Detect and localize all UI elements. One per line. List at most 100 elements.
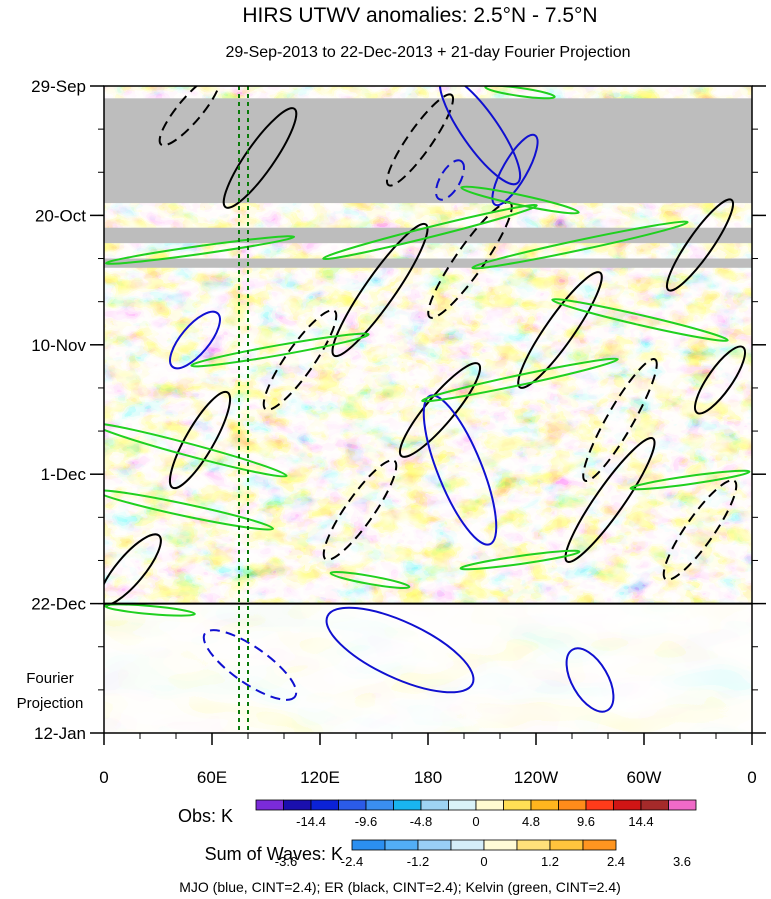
er-contours (104, 86, 746, 607)
y-tick-label: 10-Nov (31, 336, 86, 355)
y-axis: 29-Sep 20-Oct 10-Nov 1-Dec 22-Dec 12-Jan (31, 77, 766, 743)
colorbar-level-label: 4.8 (522, 814, 540, 829)
colorbar-level-label: 0 (472, 814, 479, 829)
er-contour (262, 309, 338, 411)
colorbar-swatch (365, 799, 394, 811)
er-contour (665, 198, 735, 292)
plot-area (104, 86, 752, 733)
er-contour (331, 222, 429, 358)
er-contour (564, 437, 656, 563)
colorbar-swatch (516, 839, 551, 851)
colorbar-swatch (338, 799, 367, 811)
colorbar-level-label: 14.4 (628, 814, 653, 829)
projection-label-line: Fourier (26, 670, 74, 687)
kelvin-contours (104, 86, 751, 617)
y-tick-label: 22-Dec (31, 595, 86, 614)
kelvin-contour (471, 220, 689, 270)
kelvin-contour (104, 603, 196, 617)
kelvin-contour (421, 357, 619, 403)
colorbar-swatch (417, 839, 452, 851)
y-tick-label: 1-Dec (41, 465, 87, 484)
colorbar-swatch (613, 799, 642, 811)
kelvin-contour (460, 185, 580, 215)
colorbar-swatch (384, 839, 419, 851)
missing-data-band (104, 258, 752, 268)
kelvin-contour (459, 549, 581, 571)
projection-field (104, 604, 752, 733)
missing-data-bands (104, 98, 752, 268)
marked-longitude-lines (238, 86, 249, 733)
colorbar-swatch (549, 839, 584, 851)
kelvin-contour (104, 422, 288, 478)
missing-data-band (104, 98, 752, 204)
colorbar-swatch (668, 799, 697, 811)
colorbar-title: Sum of Waves: K (205, 844, 343, 864)
colorbar-swatch (450, 839, 485, 851)
er-contour (168, 390, 232, 490)
colorbar-swatch (310, 799, 339, 811)
projection-label-line: Projection (17, 695, 84, 712)
mjo-contour (422, 394, 498, 546)
colorbar-title: Obs: K (178, 806, 233, 826)
colorbar-swatch (255, 799, 284, 811)
mjo-contour (435, 159, 465, 201)
mjo-contour (491, 133, 539, 207)
er-contour (582, 358, 658, 482)
er-contour (662, 479, 738, 581)
x-axis: 0 60E 120E 180 120W 60W 0 (99, 733, 757, 787)
y-tick-label: 29-Sep (31, 77, 86, 96)
mjo-contour (325, 606, 475, 694)
colorbar-level-label: 2.4 (607, 854, 625, 869)
projection-label: Fourier Projection (17, 670, 84, 712)
er-contour (517, 271, 603, 389)
colorbar-level-label: -3.6 (275, 854, 297, 869)
chart-title: HIRS UTWV anomalies: 2.5°N - 7.5°N (242, 4, 597, 27)
x-tick-label: 0 (99, 768, 108, 787)
colorbar-level-label: -9.6 (355, 814, 377, 829)
kelvin-contour (329, 571, 411, 589)
colorbar-swatch (640, 799, 669, 811)
colorbar-swatch (420, 799, 449, 811)
colorbar-swatch (530, 799, 559, 811)
colorbar-swatch (393, 799, 422, 811)
kelvin-contour (551, 298, 729, 342)
colorbar-swatch (503, 799, 532, 811)
x-tick-label: 120E (300, 768, 340, 787)
er-contour (322, 459, 398, 561)
colorbar-level-label: -14.4 (296, 814, 326, 829)
colorbar-level-label: -2.4 (341, 854, 363, 869)
mjo-contour (565, 647, 615, 713)
kelvin-contour (104, 235, 296, 265)
y-tick-label: 20-Oct (35, 206, 86, 225)
x-tick-label: 120W (514, 768, 558, 787)
kelvin-contour (484, 86, 556, 100)
colorbar-level-label: -4.8 (410, 814, 432, 829)
mjo-contour (438, 86, 522, 186)
obs-colorbar: -14.4 -9.6 -4.8 0 4.8 9.6 14.4 Obs: K (178, 799, 697, 829)
mjo-contour (202, 629, 298, 701)
x-tick-label: 180 (414, 768, 442, 787)
colorbar-swatch (351, 839, 386, 851)
mjo-contour (169, 310, 221, 370)
er-contour (104, 533, 162, 607)
colorbar-swatch (448, 799, 477, 811)
x-tick-label: 60E (197, 768, 227, 787)
kelvin-contour (322, 203, 538, 261)
waves-colorbar: -3.6 -2.4 -1.2 0 1.2 2.4 3.6 Sum of Waves: K (205, 839, 691, 869)
x-tick-label: 0 (747, 768, 756, 787)
colorbar-level-label: 0 (480, 854, 487, 869)
colorbar-swatch (283, 799, 312, 811)
x-tick-label: 60W (627, 768, 662, 787)
er-contour (158, 86, 222, 147)
colorbar-swatch (585, 799, 614, 811)
missing-data-band (104, 227, 752, 244)
y-tick-label: 12-Jan (34, 724, 86, 743)
colorbar-swatch (475, 799, 504, 811)
colorbar-level-label: 9.6 (577, 814, 595, 829)
er-contour (385, 93, 455, 187)
colorbar-level-label: 3.6 (673, 854, 691, 869)
footer-legend: MJO (blue, CINT=2.4); ER (black, CINT=2.… (179, 879, 621, 895)
kelvin-contour (629, 469, 751, 491)
er-contour (222, 107, 298, 209)
kelvin-contour (190, 332, 370, 368)
